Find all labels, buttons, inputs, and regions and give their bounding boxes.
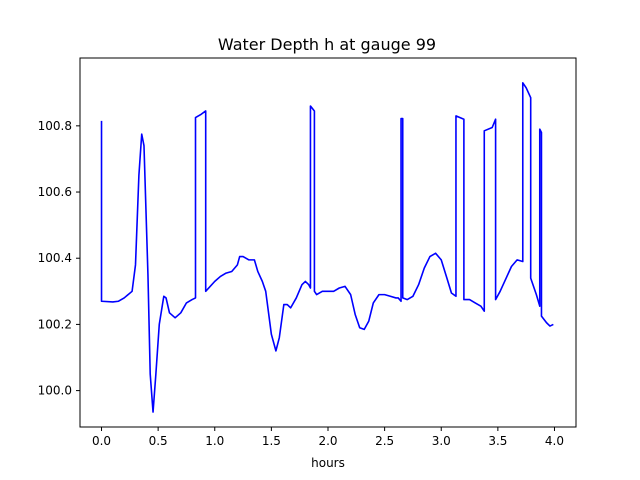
x-tick-label: 3.0	[432, 434, 451, 448]
x-axis: 0.0 0.5 1.0 1.5 2.0 2.5 3.0 3.5 4.0	[92, 427, 564, 448]
x-tick-label: 0.5	[149, 434, 168, 448]
chart-title: Water Depth h at gauge 99	[218, 35, 436, 54]
y-tick-label: 100.2	[38, 317, 72, 331]
x-tick-label: 1.0	[205, 434, 224, 448]
x-tick-label: 0.0	[92, 434, 111, 448]
y-tick-label: 100.0	[38, 384, 72, 398]
x-tick-label: 1.5	[262, 434, 281, 448]
y-tick-label: 100.4	[38, 251, 72, 265]
y-tick-label: 100.6	[38, 185, 72, 199]
y-axis: 100.0 100.2 100.4 100.6 100.8	[38, 119, 80, 398]
x-tick-label: 2.5	[375, 434, 394, 448]
x-axis-label: hours	[311, 456, 345, 470]
series-line	[100, 82, 554, 413]
plot-area	[100, 82, 554, 413]
x-tick-label: 3.5	[488, 434, 507, 448]
y-tick-label: 100.8	[38, 119, 72, 133]
x-tick-label: 4.0	[545, 434, 564, 448]
x-tick-label: 2.0	[318, 434, 337, 448]
